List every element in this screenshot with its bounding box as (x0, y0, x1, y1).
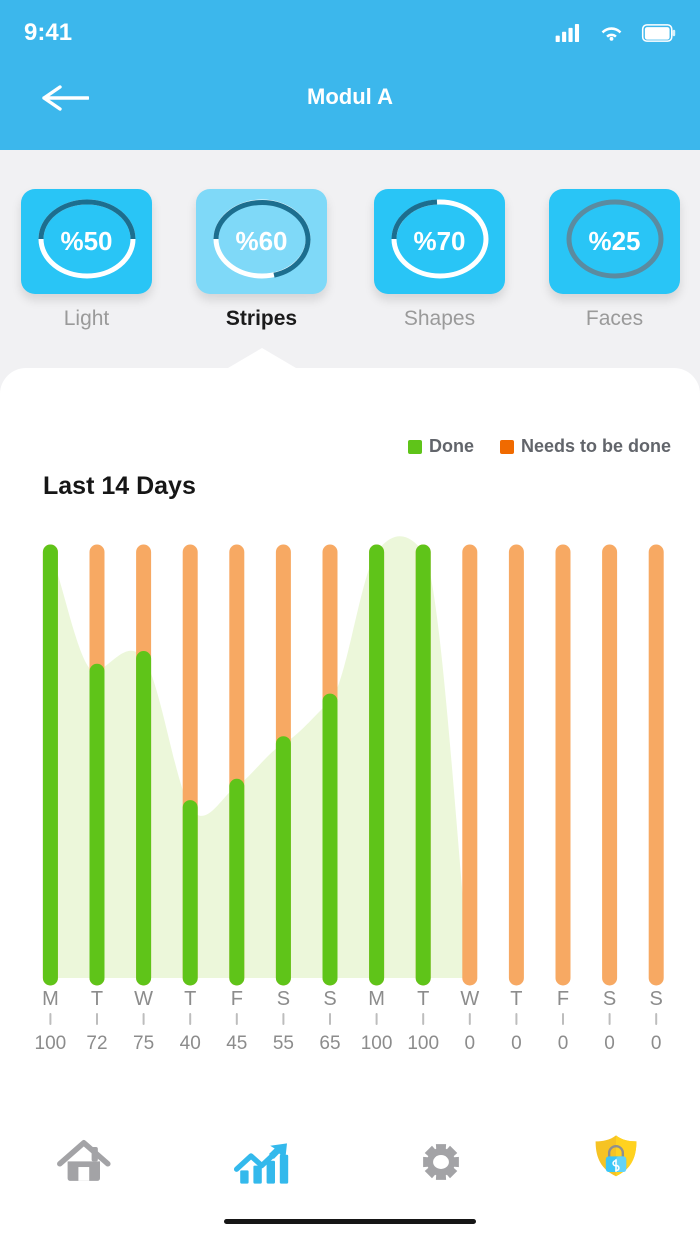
svg-text:72: 72 (86, 1033, 107, 1054)
svg-text:75: 75 (133, 1033, 154, 1054)
svg-text:W: W (460, 988, 479, 1010)
svg-text:65: 65 (319, 1033, 340, 1054)
svg-text:0: 0 (604, 1033, 615, 1054)
svg-text:T: T (184, 988, 196, 1010)
svg-text:F: F (557, 988, 569, 1010)
svg-text:55: 55 (273, 1033, 294, 1054)
svg-text:100: 100 (407, 1033, 439, 1054)
svg-text:0: 0 (511, 1033, 522, 1054)
svg-text:45: 45 (226, 1033, 247, 1054)
svg-text:0: 0 (558, 1033, 569, 1054)
svg-text:100: 100 (35, 1033, 67, 1054)
svg-text:W: W (134, 988, 153, 1010)
svg-text:S: S (650, 988, 663, 1010)
svg-text:F: F (231, 988, 243, 1010)
svg-text:M: M (368, 988, 385, 1010)
svg-text:T: T (91, 988, 103, 1010)
svg-text:0: 0 (651, 1033, 662, 1054)
svg-text:S: S (277, 988, 290, 1010)
svg-text:T: T (510, 988, 522, 1010)
svg-text:40: 40 (180, 1033, 201, 1054)
svg-text:M: M (42, 988, 59, 1010)
svg-text:S: S (323, 988, 336, 1010)
svg-text:0: 0 (465, 1033, 476, 1054)
svg-text:T: T (417, 988, 429, 1010)
svg-text:S: S (603, 988, 616, 1010)
svg-text:100: 100 (361, 1033, 393, 1054)
